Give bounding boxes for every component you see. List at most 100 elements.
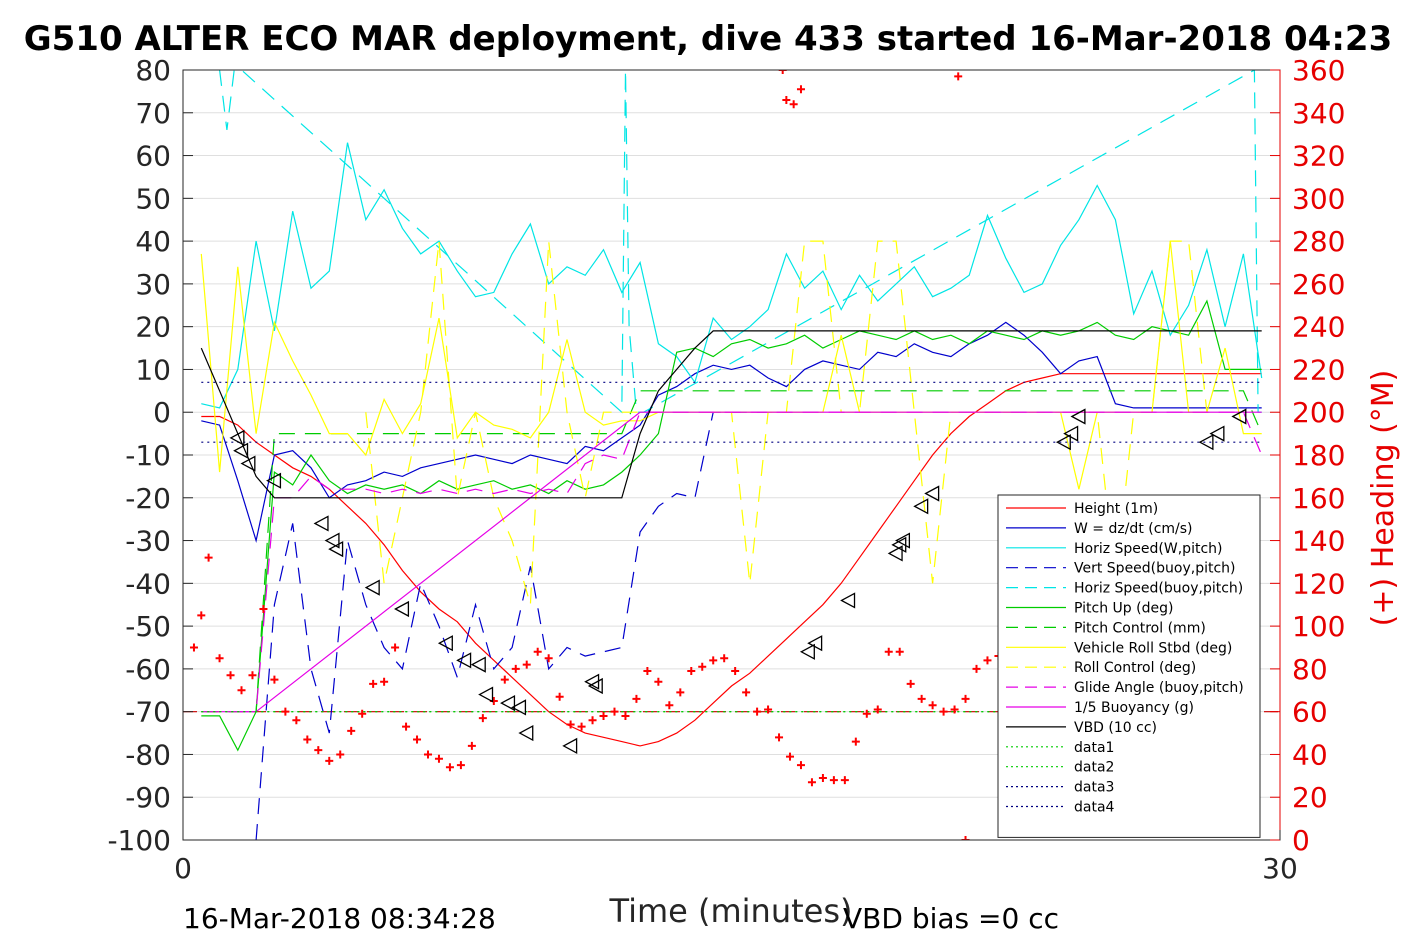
heading-marker [189,643,198,652]
heading-marker [336,750,345,759]
heading-marker [753,707,762,716]
footer-timestamp: 16-Mar-2018 08:34:28 [183,902,496,935]
heading-marker [380,677,389,686]
legend-label: Vert Speed(buoy,pitch) [1074,561,1236,577]
series-line-4 [219,70,1262,414]
glider-marker [1055,434,1071,451]
heading-marker [873,705,882,714]
heading-marker [840,776,849,785]
y-tick-label: -100 [107,824,171,857]
y-right-tick-label: 120 [1292,567,1345,600]
heading-marker [204,553,213,562]
glider-marker [840,592,856,609]
glider-marker [1070,408,1086,425]
heading-marker [413,735,422,744]
heading-marker [325,756,334,765]
heading-marker [533,647,542,656]
y-right-tick-label: 320 [1292,140,1345,173]
chart-title: G510 ALTER ECO MAR deployment, dive 433 … [24,19,1393,59]
heading-marker [599,711,608,720]
glider-marker [799,643,815,660]
y-tick-label: -20 [125,482,171,515]
heading-marker [961,694,970,703]
glider-marker [266,472,282,489]
heading-marker [292,716,301,725]
legend-label: data3 [1074,780,1114,796]
y-tick-label: -70 [125,696,171,729]
glider-marker [894,532,911,549]
heading-marker [588,716,597,725]
y-axis-right-label: (+) Heading (°M) [1366,370,1401,627]
heading-marker [511,664,520,673]
glider-marker [394,600,410,618]
heading-marker [961,836,970,840]
y-right-tick-label: 180 [1292,439,1345,472]
y-right-tick-label: 160 [1292,482,1345,515]
heading-marker [764,705,773,714]
heading-marker [983,656,992,665]
heading-marker [500,675,509,684]
glider-marker [587,677,603,695]
heading-marker [731,667,740,676]
y-right-tick-label: 100 [1292,610,1345,643]
heading-marker [391,643,400,652]
y-tick-label: -90 [125,781,171,814]
heading-marker [544,654,553,663]
y-right-tick-label: 200 [1292,396,1345,429]
y-tick-label: -50 [125,610,171,643]
heading-marker [654,677,663,686]
legend-label: Glide Angle (buoy,pitch) [1074,680,1244,696]
heading-marker [281,707,290,716]
legend-label: data1 [1074,740,1114,756]
y-right-tick-label: 220 [1292,353,1345,386]
heading-marker [566,720,575,729]
legend-label: W = dz/dt (cm/s) [1074,521,1193,537]
glider-marker [456,652,472,669]
glider-marker [500,695,516,712]
x-tick-label: 30 [1262,852,1298,885]
y-right-tick-label: 360 [1292,54,1345,87]
y-right-tick-label: 300 [1292,182,1345,215]
heading-marker [248,671,257,680]
glider-marker [518,724,534,742]
heading-marker [197,611,206,620]
y-tick-label: 0 [153,396,171,429]
glider-marker [584,673,600,690]
series-line-2 [201,142,1263,409]
heading-marker [226,671,235,680]
heading-marker [478,714,487,723]
heading-marker [621,711,630,720]
heading-marker [643,667,652,676]
heading-marker [778,70,787,74]
legend-box [997,494,1261,838]
heading-marker [577,722,586,731]
y-right-tick-label: 60 [1292,696,1328,729]
glider-marker [1198,434,1214,451]
heading-marker [906,679,915,688]
glider-marker [313,515,329,532]
heading-marker [632,694,641,703]
legend-label: Pitch Up (deg) [1074,601,1173,617]
heading-marker [796,85,805,94]
heading-marker [358,709,367,718]
heading-marker [950,705,959,714]
heading-marker [939,707,948,716]
heading-marker [445,763,454,772]
y-tick-label: 40 [135,225,171,258]
glider-marker [562,737,578,754]
heading-marker [347,726,356,735]
legend: Height (1m) W = dz/dt (cm/s) Horiz Speed(W… [997,494,1261,838]
x-tick-label: 0 [174,852,192,885]
glider-marker [364,579,380,596]
glider-marker [328,541,344,558]
plot-area [183,70,1280,840]
heading-marker [303,735,312,744]
y-tick-label: -10 [125,439,171,472]
legend-label: Pitch Control (mm) [1074,620,1206,636]
glider-marker [1231,408,1247,425]
y-tick-label: 70 [135,97,171,130]
y-right-tick-label: 240 [1292,311,1345,344]
heading-marker [610,707,619,716]
heading-marker [687,667,696,676]
series-line-11 [200,330,1262,499]
